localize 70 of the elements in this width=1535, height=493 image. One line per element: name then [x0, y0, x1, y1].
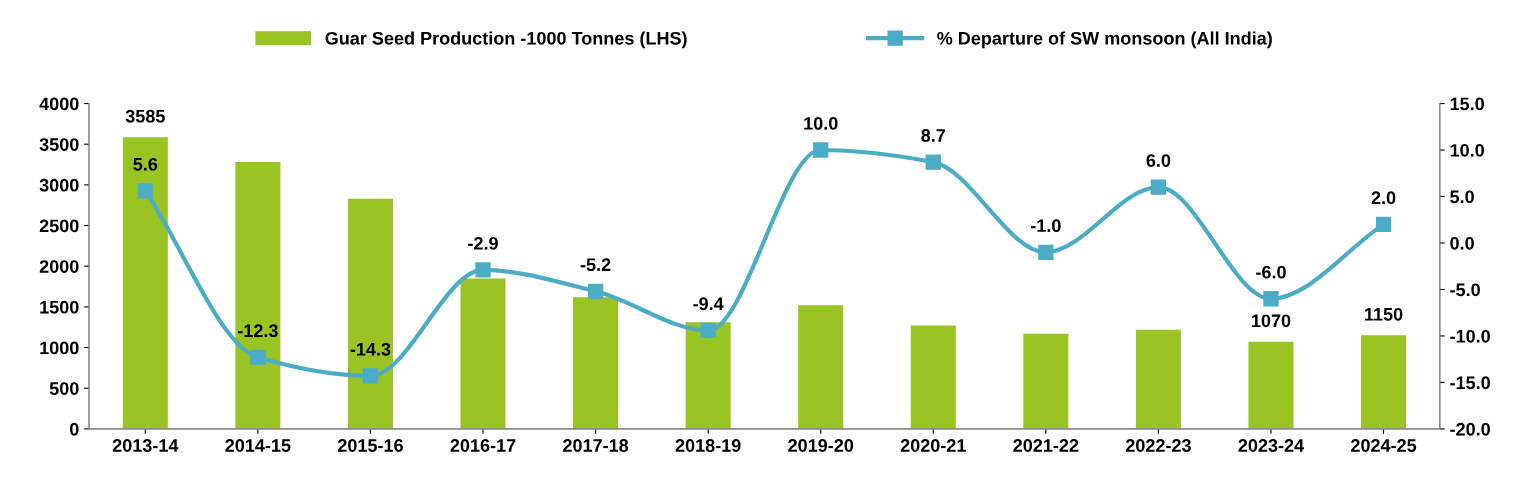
bar [235, 162, 281, 429]
data-label: -9.4 [693, 297, 724, 311]
x-tick-label: 2022-23 [1125, 439, 1191, 452]
x-tick-label: 2015-16 [337, 439, 403, 452]
point [925, 154, 941, 170]
point [700, 322, 716, 339]
data-label: -6.0 [1256, 265, 1286, 279]
x-tick-label: 2013-14 [112, 439, 179, 452]
data-label: -1.0 [1031, 219, 1061, 233]
point [1150, 179, 1167, 195]
y-tick-label: 3500 [39, 138, 79, 151]
x-tick-label: 2018-19 [675, 439, 741, 452]
y-tick-label: 0 [69, 422, 79, 436]
legend-label: % Departure of SW monsoon (All India) [937, 31, 1272, 49]
point [1263, 291, 1279, 307]
y-tick-label: 500 [49, 382, 79, 395]
point [1375, 216, 1392, 233]
bar [1248, 341, 1294, 429]
data-label: -2.9 [468, 236, 498, 250]
bar [685, 322, 731, 429]
y2-tick-label: -5.0 [1450, 283, 1480, 297]
point [813, 142, 829, 158]
x-tick-label: 2020-21 [900, 439, 966, 452]
bar [910, 325, 956, 429]
x-tick-label: 2023-24 [1238, 439, 1305, 452]
y-tick-label: 2500 [39, 219, 79, 233]
y2-tick-label: 0.0 [1450, 236, 1474, 250]
data-label: -12.3 [238, 324, 278, 338]
y-tick-label: 1500 [40, 300, 79, 314]
data-label: 8.7 [921, 129, 946, 142]
point [362, 368, 379, 384]
data-label: 5.6 [133, 157, 158, 171]
x-tick-label: 2024-25 [1351, 439, 1417, 452]
y-tick-label: 1000 [40, 341, 79, 355]
bar [1361, 335, 1407, 429]
bar [460, 278, 506, 429]
data-label: 10.0 [804, 116, 838, 130]
y2-tick-label: -20.0 [1450, 422, 1490, 436]
bar [347, 198, 393, 429]
data-label: 1070 [1252, 314, 1291, 328]
y-tick-label: 3000 [39, 178, 79, 192]
legend-label: Guar Seed Production -1000 Tonnes (LHS) [325, 31, 687, 49]
point [475, 262, 491, 278]
y-tick-label: 4000 [39, 97, 79, 111]
bar [798, 305, 844, 429]
data-label: 3585 [125, 109, 165, 123]
data-label: 2.0 [1371, 191, 1396, 205]
data-label: -5.2 [580, 258, 611, 272]
x-tick-label: 2016-17 [450, 439, 516, 452]
y2-tick-label: 5.0 [1450, 190, 1474, 204]
y2-tick-label: -15.0 [1450, 376, 1490, 390]
bar [573, 297, 619, 429]
bar [1135, 329, 1181, 429]
point [1038, 244, 1054, 260]
bar [122, 137, 168, 429]
x-tick-label: 2019-20 [788, 439, 854, 452]
y2-tick-label: -10.0 [1450, 329, 1490, 343]
x-tick-label: 2021-22 [1013, 439, 1079, 452]
data-label: 6.0 [1146, 154, 1171, 167]
y2-tick-label: 15.0 [1450, 97, 1484, 111]
x-tick-label: 2014-15 [225, 439, 291, 452]
y2-tick-label: 10.0 [1450, 143, 1484, 157]
data-label: -14.3 [350, 342, 391, 356]
point [587, 283, 604, 299]
point [137, 183, 153, 199]
bar [1023, 333, 1069, 429]
data-label: 1150 [1365, 307, 1403, 321]
point [250, 349, 266, 365]
y-tick-label: 2000 [39, 260, 79, 273]
x-tick-label: 2017-18 [563, 439, 629, 452]
